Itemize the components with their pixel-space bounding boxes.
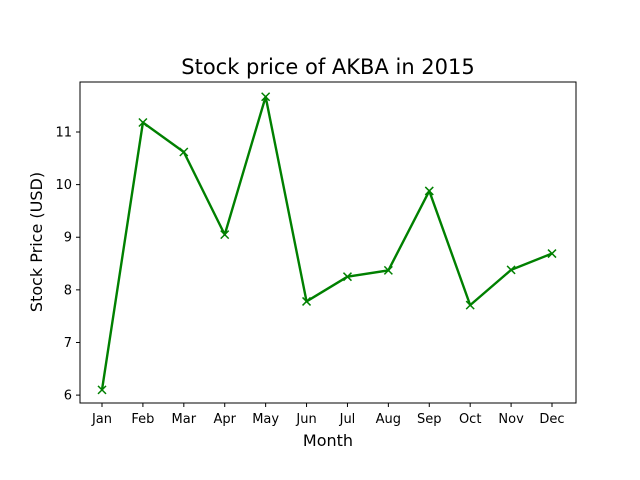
data-point: [547, 249, 557, 259]
x-axis-label: Month: [303, 431, 353, 450]
x-tick-label: Sep: [417, 412, 442, 427]
x-tick-label: Nov: [498, 412, 524, 427]
x-tick-label: Jul: [339, 412, 356, 427]
y-axis-label: Stock Price (USD): [27, 172, 46, 312]
x-axis: Jan Feb Mar Apr May Jun Jul Aug Sep Oct Nov Dec: [91, 403, 565, 427]
x-tick-label: May: [252, 412, 279, 427]
data-point: [179, 147, 189, 157]
chart-title: Stock price of AKBA in 2015: [181, 55, 475, 79]
data-point: [383, 265, 393, 275]
y-tick-label: 9: [64, 231, 72, 246]
series-line: [100, 95, 553, 391]
data-point: [138, 117, 148, 128]
x-tick-label: Feb: [131, 412, 154, 427]
data-point: [261, 92, 271, 102]
y-tick-label: 11: [55, 125, 72, 140]
x-tick-label: Jun: [295, 412, 316, 427]
x-tick-label: Mar: [172, 412, 197, 427]
data-point: [302, 296, 312, 306]
x-tick-label: Oct: [459, 412, 481, 427]
y-axis: 6 7 8 9 10 11: [55, 125, 80, 404]
y-tick-label: 7: [64, 336, 72, 351]
x-tick-label: Aug: [376, 412, 401, 427]
data-markers: [97, 92, 557, 395]
data-point: [506, 265, 516, 275]
y-tick-label: 8: [64, 283, 72, 298]
x-tick-label: Jan: [91, 412, 112, 427]
data-point: [342, 272, 352, 282]
y-tick-label: 10: [55, 178, 72, 193]
data-point: [465, 300, 475, 310]
x-tick-label: Dec: [539, 412, 564, 427]
data-point: [220, 230, 230, 240]
data-point: [424, 186, 434, 196]
y-tick-label: 6: [64, 389, 72, 404]
data-point: [97, 385, 107, 395]
x-tick-label: Apr: [213, 412, 236, 427]
